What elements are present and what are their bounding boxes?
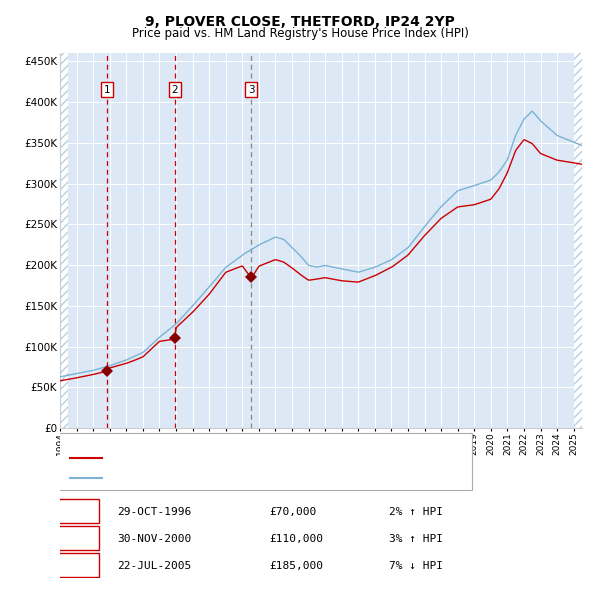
Text: 9, PLOVER CLOSE, THETFORD, IP24 2YP (detached house): 9, PLOVER CLOSE, THETFORD, IP24 2YP (det… [112,453,412,463]
FancyBboxPatch shape [55,553,99,576]
Text: £110,000: £110,000 [269,534,323,544]
Text: 7% ↓ HPI: 7% ↓ HPI [389,561,443,571]
Text: 2% ↑ HPI: 2% ↑ HPI [389,507,443,517]
Polygon shape [574,53,582,428]
Text: 2: 2 [74,534,81,544]
Text: 9, PLOVER CLOSE, THETFORD, IP24 2YP: 9, PLOVER CLOSE, THETFORD, IP24 2YP [145,15,455,29]
FancyBboxPatch shape [55,526,99,550]
Text: 3: 3 [248,85,255,95]
Text: 30-NOV-2000: 30-NOV-2000 [118,534,191,544]
FancyBboxPatch shape [55,432,472,490]
Polygon shape [60,53,68,428]
Text: 2: 2 [172,85,178,95]
Text: 29-OCT-1996: 29-OCT-1996 [118,507,191,517]
Text: Price paid vs. HM Land Registry's House Price Index (HPI): Price paid vs. HM Land Registry's House … [131,27,469,40]
FancyBboxPatch shape [55,499,99,523]
Text: HPI: Average price, detached house, Breckland: HPI: Average price, detached house, Brec… [112,473,357,483]
Text: 1: 1 [104,85,110,95]
Text: £185,000: £185,000 [269,561,323,571]
Text: 3% ↑ HPI: 3% ↑ HPI [389,534,443,544]
Text: 3: 3 [74,561,81,571]
Text: 1: 1 [74,507,81,517]
Text: £70,000: £70,000 [269,507,316,517]
Text: 22-JUL-2005: 22-JUL-2005 [118,561,191,571]
